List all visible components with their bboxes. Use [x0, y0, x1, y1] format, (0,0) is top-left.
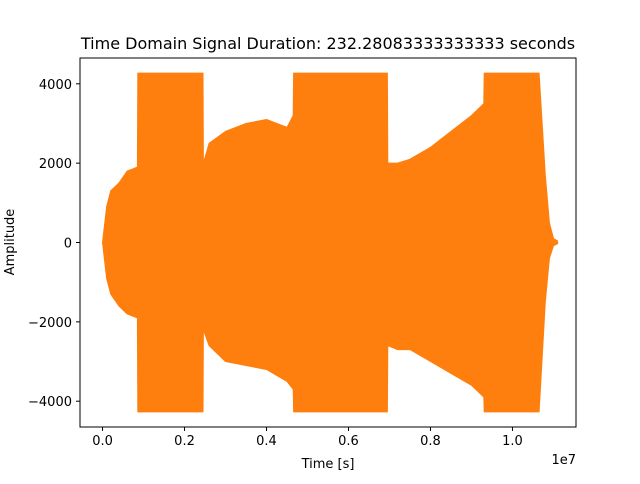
x-tick-label: 0.2: [174, 434, 195, 449]
x-tick-label: 0.0: [92, 434, 113, 449]
y-tick-label: 0: [64, 237, 72, 252]
x-tick-label: 0.8: [420, 434, 441, 449]
x-axis-ticks: 0.0 0.2 0.4 0.6 0.8 1.0: [92, 427, 523, 449]
y-axis-ticks: −4000 −2000 0 2000 4000: [28, 78, 80, 410]
x-axis-offset-label: 1e7: [551, 453, 576, 468]
y-axis-label: Amplitude: [3, 209, 18, 276]
chart-title: Time Domain Signal Duration: 232.2808333…: [80, 34, 575, 53]
series-layer: [102, 72, 559, 413]
x-axis-label: Time [s]: [301, 457, 355, 472]
x-tick-label: 1.0: [502, 434, 523, 449]
y-tick-label: −2000: [28, 316, 72, 331]
y-tick-label: 4000: [39, 78, 72, 93]
signal-series-0: [102, 72, 559, 413]
y-tick-label: −4000: [28, 395, 72, 410]
x-tick-label: 0.4: [256, 434, 277, 449]
y-tick-label: 2000: [39, 157, 72, 172]
x-tick-label: 0.6: [338, 434, 359, 449]
